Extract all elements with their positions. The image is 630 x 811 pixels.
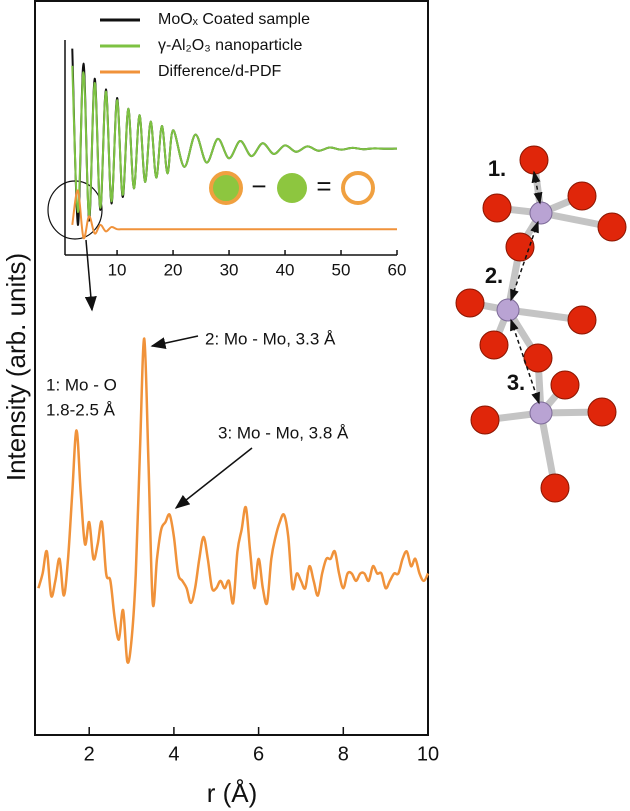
arrow bbox=[174, 447, 253, 509]
structure-label: 1. bbox=[488, 156, 506, 181]
structure bbox=[455, 145, 627, 503]
x-axis-label: r (Å) bbox=[207, 778, 258, 808]
annotation: 1.8-2.5 Å bbox=[46, 400, 116, 419]
x-tick-label: 40 bbox=[276, 260, 295, 279]
x-tick-label: 50 bbox=[332, 260, 351, 279]
legend-label: Difference/d-PDF bbox=[158, 63, 282, 80]
x-tick-label: 30 bbox=[220, 260, 239, 279]
data-line bbox=[71, 189, 397, 240]
x-tick-label: 6 bbox=[253, 743, 264, 765]
symbol: − bbox=[251, 171, 266, 201]
annotation: 3: Mo - Mo, 3.8 Å bbox=[218, 423, 349, 442]
data-line bbox=[71, 65, 398, 218]
legend-label: γ-Al₂O₃ nanoparticle bbox=[158, 37, 302, 54]
annotation: 1: Mo - O bbox=[46, 375, 117, 394]
data-line bbox=[37, 337, 430, 664]
structure-label: 3. bbox=[507, 370, 525, 395]
legend-label: MoOₓ Coated sample bbox=[158, 11, 310, 28]
structure-label: 2. bbox=[485, 263, 503, 288]
main-frame bbox=[34, 0, 429, 736]
annotation: 2: Mo - Mo, 3.3 Å bbox=[205, 329, 336, 348]
x-tick-label: 10 bbox=[417, 743, 439, 765]
x-tick-label: 4 bbox=[168, 743, 179, 765]
x-tick-label: 60 bbox=[388, 260, 407, 279]
inset-symbols bbox=[209, 171, 375, 205]
arrow bbox=[150, 335, 199, 349]
x-tick-label: 2 bbox=[84, 743, 95, 765]
x-tick-label: 10 bbox=[108, 260, 127, 279]
symbol: = bbox=[316, 171, 331, 201]
y-axis-label: Intensity (arb. units) bbox=[1, 253, 31, 481]
x-tick-label: 20 bbox=[164, 260, 183, 279]
x-tick-label: 8 bbox=[338, 743, 349, 765]
arrow bbox=[84, 239, 97, 312]
